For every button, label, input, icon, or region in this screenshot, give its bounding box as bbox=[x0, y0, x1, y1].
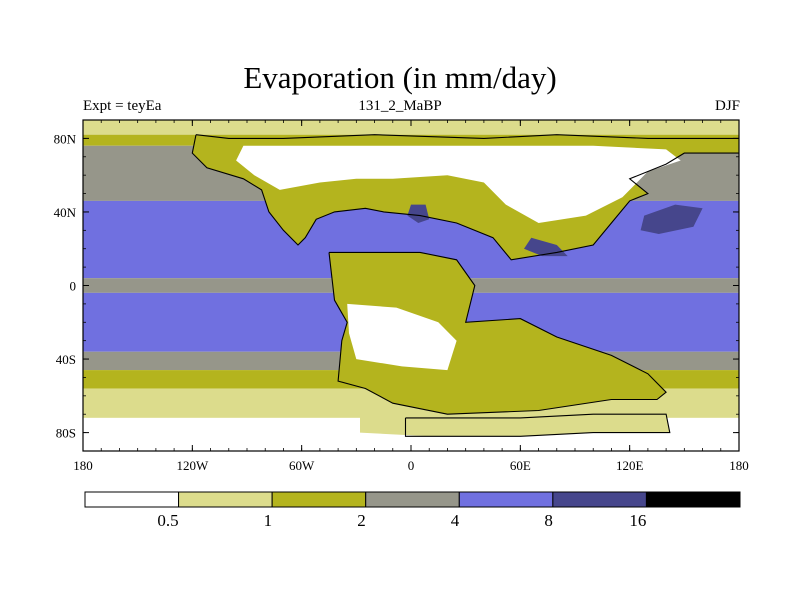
colorbar-swatch-5 bbox=[552, 491, 647, 508]
colorbar-swatch-6 bbox=[645, 491, 741, 508]
experiment-label: Expt = teyEa bbox=[83, 98, 162, 114]
coastline-0 bbox=[195, 134, 739, 139]
x-tick-label: 120W bbox=[176, 458, 209, 473]
colorbar-label: 0.5 bbox=[157, 511, 178, 530]
colorbar-swatch-0 bbox=[84, 491, 180, 508]
colorbar-label: 1 bbox=[264, 511, 273, 530]
region-north-continent-interior bbox=[236, 145, 681, 223]
region-gondwana bbox=[329, 252, 667, 415]
x-tick-label: 180 bbox=[729, 458, 749, 473]
colorbar-label: 2 bbox=[357, 511, 366, 530]
y-tick-label: 80S bbox=[56, 426, 76, 441]
time-label: 131_2_MaBP bbox=[358, 98, 442, 114]
colorbar-swatch-4 bbox=[458, 491, 554, 508]
region-tethys-east bbox=[640, 204, 703, 234]
y-tick-label: 0 bbox=[70, 279, 77, 294]
x-tick-label: 0 bbox=[408, 458, 415, 473]
colorbar-label: 16 bbox=[629, 511, 646, 530]
coastline-3 bbox=[404, 413, 671, 437]
colorbar-swatch-1 bbox=[178, 491, 273, 508]
zonal-band-0 bbox=[83, 120, 739, 135]
coastline-layer bbox=[191, 134, 739, 437]
colorbar-label: 8 bbox=[544, 511, 553, 530]
axis-layer: 180 120W 60W 0 60E 120E 180 80N 40N 0 40S 80S bbox=[54, 119, 749, 473]
x-tick-label: 60E bbox=[510, 458, 531, 473]
x-tick-label: 60W bbox=[289, 458, 315, 473]
chart-title: Evaporation (in mm/day) bbox=[243, 60, 557, 95]
colorbar-swatch-2 bbox=[271, 491, 367, 508]
season-label: DJF bbox=[714, 98, 740, 114]
coastline-1 bbox=[191, 134, 739, 261]
region-gondwana-interior bbox=[347, 303, 457, 371]
x-tick-label: 120E bbox=[616, 458, 644, 473]
region-tethys-mid bbox=[524, 237, 568, 257]
colorbar-swatch-3 bbox=[365, 491, 460, 508]
coastline-2 bbox=[328, 251, 667, 415]
region-tethys-west bbox=[407, 204, 430, 223]
y-tick-label: 40N bbox=[54, 205, 77, 220]
y-tick-label: 80N bbox=[54, 131, 77, 146]
region-antarctic-rim bbox=[360, 410, 670, 437]
colorbar-label: 4 bbox=[451, 511, 460, 530]
y-tick-label: 40S bbox=[56, 352, 76, 367]
x-tick-label: 180 bbox=[73, 458, 93, 473]
map-layer bbox=[83, 120, 739, 451]
colorbar: 0.5 1 2 4 8 16 bbox=[84, 491, 741, 530]
